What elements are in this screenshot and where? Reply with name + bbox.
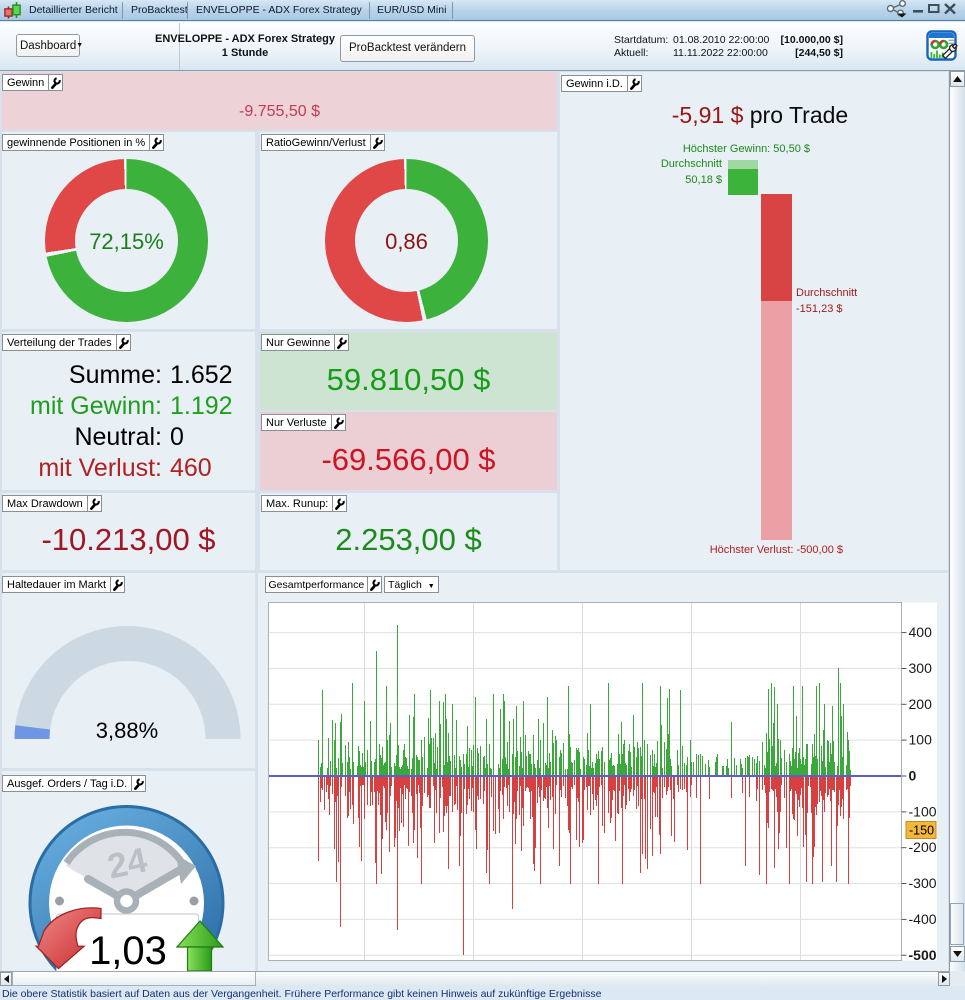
svg-text:0: 0 bbox=[909, 768, 917, 784]
svg-text:1,03: 1,03 bbox=[89, 929, 167, 971]
svg-text:200: 200 bbox=[909, 696, 933, 712]
svg-text:-300: -300 bbox=[909, 875, 937, 891]
svg-text:24: 24 bbox=[104, 840, 151, 886]
svg-text:-100: -100 bbox=[909, 803, 937, 819]
svg-text:-400: -400 bbox=[909, 911, 937, 927]
svg-text:-500: -500 bbox=[909, 947, 937, 963]
svg-text:100: 100 bbox=[909, 732, 933, 748]
svg-text:300: 300 bbox=[909, 660, 933, 676]
svg-text:400: 400 bbox=[909, 624, 933, 640]
svg-text:-200: -200 bbox=[909, 839, 937, 855]
svg-text:3,88%: 3,88% bbox=[96, 718, 158, 743]
svg-text:-150: -150 bbox=[909, 824, 934, 838]
